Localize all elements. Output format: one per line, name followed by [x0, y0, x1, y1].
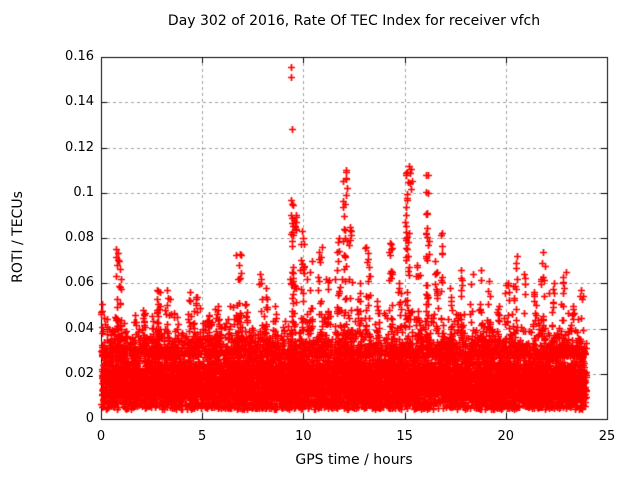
x-tick-label: 25: [598, 429, 616, 444]
y-tick-label: 0.1: [73, 184, 94, 200]
x-tick-label: 20: [497, 429, 515, 444]
x-tick-label: 10: [295, 429, 312, 444]
y-tick-label: 0: [85, 411, 94, 426]
chart-title: Day 302 of 2016, Rate Of TEC Index for r…: [167, 13, 541, 29]
x-tick-label: 5: [198, 429, 207, 444]
y-tick-label: 0.04: [65, 320, 94, 336]
y-tick-label: 0.08: [65, 230, 94, 245]
y-tick-label: 0.12: [65, 139, 94, 155]
y-tick-label: 0.14: [65, 94, 94, 110]
x-axis-label: GPS time / hours: [295, 452, 413, 468]
y-tick-label: 0.16: [65, 49, 94, 64]
x-tick-label: 15: [396, 429, 413, 444]
y-tick-label: 0.02: [65, 365, 94, 381]
x-tick-label: 0: [96, 429, 106, 444]
y-tick-label: 0.06: [65, 275, 94, 291]
